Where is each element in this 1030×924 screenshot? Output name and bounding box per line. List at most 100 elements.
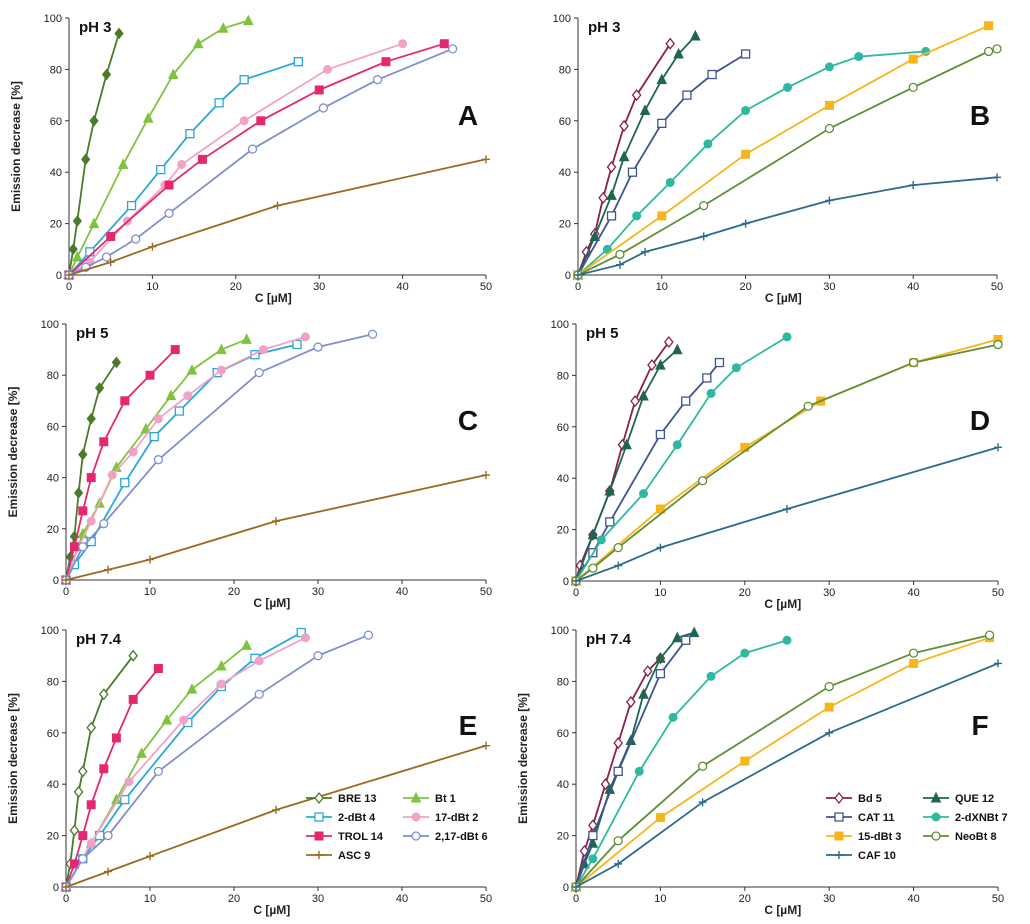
series-line — [577, 50, 926, 276]
data-point — [69, 859, 79, 869]
data-point — [111, 356, 122, 369]
y-tick-label-d: 20 — [557, 525, 569, 537]
data-point — [216, 679, 226, 689]
data-point — [62, 576, 70, 584]
data-point — [908, 82, 918, 93]
data-point — [615, 260, 624, 269]
y-tick-label-a: 20 — [50, 219, 62, 231]
panel-b: 0 10 20 30 40 50 0 20 40 60 80 100 C [µM] pH 3 B — [553, 13, 1003, 305]
y-tick-label-a: 80 — [50, 64, 62, 76]
data-point — [314, 85, 324, 95]
series-a-0 — [64, 27, 124, 281]
data-point — [699, 232, 708, 241]
data-point — [73, 487, 84, 499]
data-point — [89, 114, 99, 127]
data-point — [606, 161, 617, 174]
data-point — [69, 542, 79, 552]
data-point — [323, 64, 333, 74]
data-point — [824, 100, 834, 110]
data-point — [638, 688, 649, 699]
series-c-3 — [61, 332, 310, 585]
ph-label-b: pH 3 — [588, 19, 621, 36]
legend-marker — [315, 851, 323, 859]
data-point — [185, 128, 195, 139]
x-tick-label-a: 50 — [480, 281, 492, 293]
data-point — [634, 766, 644, 776]
data-point — [86, 721, 97, 734]
data-point — [142, 112, 154, 123]
panel-letter-f: F — [971, 710, 988, 741]
series-e-0 — [61, 649, 139, 894]
data-point — [642, 665, 653, 678]
x-axis-title-f: C [µM] — [764, 903, 801, 917]
data-point — [439, 39, 449, 49]
data-point — [741, 219, 750, 228]
legend-label: CAT 11 — [858, 812, 894, 824]
x-tick-label-c: 0 — [63, 586, 69, 598]
y-tick-label-d: 0 — [563, 576, 569, 588]
x-tick-label-f: 20 — [739, 893, 751, 905]
data-point — [572, 883, 580, 891]
data-point — [854, 52, 864, 62]
data-point — [626, 695, 636, 709]
series-d-1 — [570, 343, 683, 586]
y-tick-label-d: 60 — [557, 422, 569, 434]
data-point — [254, 367, 264, 378]
legend-marker — [411, 812, 421, 822]
legend-marker — [931, 831, 941, 841]
data-point — [86, 516, 96, 526]
x-tick-label-d: 10 — [654, 587, 666, 599]
ph-label-d: pH 5 — [586, 325, 619, 342]
data-point — [703, 139, 713, 149]
data-point — [673, 47, 684, 59]
data-point — [665, 37, 676, 50]
panel-a: 0 10 20 30 40 50 0 20 40 60 80 100 C [µM] Emission de… — [9, 13, 492, 305]
series-line — [577, 176, 998, 276]
series-line — [65, 335, 306, 581]
legend-marker — [314, 812, 324, 822]
data-point — [149, 431, 159, 442]
data-point — [639, 489, 649, 499]
x-tick-label-d: 0 — [573, 587, 579, 599]
data-point — [782, 635, 792, 645]
x-tick-label-a: 40 — [396, 281, 408, 293]
x-tick-label-f: 50 — [992, 893, 1004, 905]
data-point — [98, 688, 109, 701]
series-b-4 — [573, 21, 994, 280]
data-point — [668, 712, 678, 722]
y-tick-label-b: 80 — [559, 64, 571, 76]
data-point — [72, 250, 83, 262]
y-tick-label-f: 0 — [563, 882, 569, 894]
legend-label: TROL 14 — [338, 831, 384, 843]
data-point — [447, 44, 458, 54]
x-tick-label-e: 20 — [228, 893, 240, 905]
data-point — [741, 106, 751, 116]
legend-item: QUE 12 — [923, 791, 994, 805]
y-tick-label-c: 0 — [53, 575, 59, 587]
legend-item: 15-dBt 3 — [826, 831, 901, 843]
data-point — [153, 766, 164, 776]
data-point — [254, 689, 264, 699]
legend-marker — [834, 812, 844, 822]
series-line — [575, 338, 999, 582]
x-tick-label-a: 30 — [313, 281, 325, 293]
y-axis-title-c: Emission decrease [%] — [6, 387, 20, 518]
data-point — [706, 671, 716, 681]
y-axis-title-f: Emission decrease [%] — [516, 693, 530, 824]
series-line — [575, 446, 999, 582]
data-point — [598, 191, 608, 204]
x-tick-label-d: 30 — [823, 587, 835, 599]
data-point — [256, 116, 266, 126]
data-point — [707, 69, 717, 80]
panel-letter-a: A — [458, 100, 478, 131]
data-point — [128, 447, 138, 457]
x-tick-label-f: 10 — [654, 893, 666, 905]
series-b-2 — [573, 49, 751, 280]
data-point — [183, 391, 193, 401]
y-tick-label-e: 20 — [47, 831, 59, 843]
series-f-3 — [571, 635, 792, 892]
data-point — [300, 332, 310, 342]
data-point — [983, 46, 994, 57]
data-point — [994, 659, 1002, 668]
legend-marker — [834, 791, 844, 805]
